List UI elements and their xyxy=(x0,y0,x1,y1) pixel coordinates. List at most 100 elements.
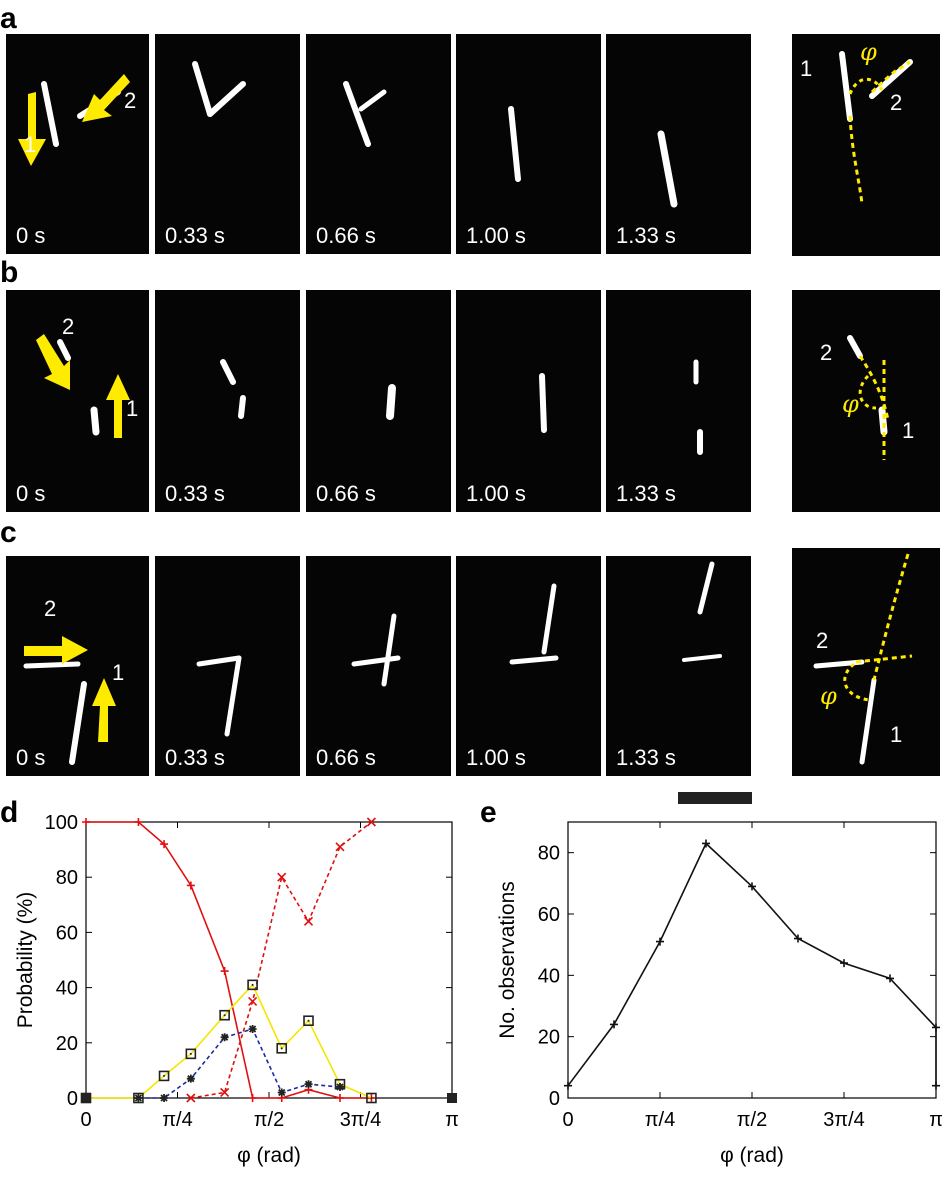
frame-c-0: 2 1 0 s xyxy=(6,556,149,776)
label-2: 2 xyxy=(62,314,75,339)
y-tick-label: 0 xyxy=(67,1088,78,1110)
data-point xyxy=(702,839,710,848)
frame-a-3: 1.00 s xyxy=(456,34,601,254)
plot-frame xyxy=(85,821,453,1099)
frame-c-2: 0.66 s xyxy=(306,556,451,776)
data-point xyxy=(304,1080,313,1089)
data-point xyxy=(82,818,90,826)
x-tick-label: π xyxy=(929,1109,943,1131)
filament-image xyxy=(682,561,722,662)
label-1: 1 xyxy=(126,396,139,421)
frame-b-summary: 2 φ 1 xyxy=(792,290,940,512)
frame-b-1: 0.33 s xyxy=(155,290,300,512)
panel-letter-b: b xyxy=(0,256,19,289)
data-point xyxy=(932,1081,940,1090)
filament-image xyxy=(220,359,246,419)
filament-image xyxy=(23,636,116,765)
data-point xyxy=(220,967,229,976)
filament-image xyxy=(386,384,396,420)
data-point xyxy=(248,1025,257,1033)
data-point-center xyxy=(223,1014,226,1017)
data-point xyxy=(564,1081,572,1090)
filament-image xyxy=(539,373,547,433)
data-point xyxy=(185,1048,197,1060)
filament-image xyxy=(351,613,401,687)
time-label: 0 s xyxy=(16,481,46,506)
series-line xyxy=(86,821,372,1099)
y-tick-label: 80 xyxy=(56,867,78,889)
y-tick-label: 0 xyxy=(549,1088,560,1110)
time-label: 0 s xyxy=(16,745,46,770)
y-tick-label: 40 xyxy=(56,978,78,1000)
frame-b-4: 1.33 s xyxy=(606,290,751,512)
data-point xyxy=(335,1082,344,1091)
label-2: 2 xyxy=(890,90,903,115)
data-point xyxy=(158,1070,170,1082)
filament-image xyxy=(196,655,242,737)
y-tick-label: 60 xyxy=(538,904,560,926)
label-2: 2 xyxy=(44,596,57,621)
data-point-center xyxy=(307,1019,310,1022)
time-label: 0.66 s xyxy=(316,745,376,770)
x-axis-label: φ (rad) xyxy=(720,1144,784,1167)
y-tick-label: 20 xyxy=(56,1033,78,1055)
arrow-1-icon xyxy=(18,92,46,166)
data-point-center xyxy=(163,1074,166,1077)
label-2: 2 xyxy=(124,88,137,113)
data-point xyxy=(335,842,345,852)
filament-image xyxy=(509,583,559,665)
x-tick-label: 3π/4 xyxy=(340,1109,382,1131)
probability-chart: 0 20 40 60 80 100 0 π/4 π/2 3π/4 π φ (rad) Probabili… xyxy=(14,812,459,1167)
series-line xyxy=(567,842,937,1087)
label-1: 1 xyxy=(112,660,125,685)
y-axis-label: No. observations xyxy=(496,881,519,1039)
data-point-center xyxy=(251,983,254,986)
label-2: 2 xyxy=(820,340,833,365)
data-point xyxy=(932,1023,940,1032)
arrow-2-icon xyxy=(24,636,88,664)
filament-image xyxy=(813,553,913,765)
data-point xyxy=(186,881,195,890)
panel-letter-a: a xyxy=(0,2,17,35)
data-point xyxy=(277,1088,286,1097)
data-point xyxy=(248,996,258,1006)
filament-image xyxy=(36,334,130,438)
label-2: 2 xyxy=(816,628,829,653)
data-point xyxy=(276,1043,288,1054)
time-label: 0 s xyxy=(16,223,46,248)
data-point xyxy=(366,817,376,827)
frame-a-1: 0.33 s xyxy=(155,34,300,254)
filament-image xyxy=(847,335,890,460)
arrow-2-icon xyxy=(82,74,130,122)
series-line xyxy=(190,821,372,1099)
data-point xyxy=(248,1094,257,1102)
time-label: 0.66 s xyxy=(316,223,376,248)
frame-c-summary: 2 φ 1 xyxy=(792,548,940,776)
y-tick-label: 80 xyxy=(538,843,560,865)
x-tick-label: π xyxy=(445,1109,459,1131)
frame-c-3: 1.00 s xyxy=(456,556,601,776)
data-point xyxy=(160,840,169,849)
frame-a-0: 1 2 0 s xyxy=(6,34,149,254)
filament-image xyxy=(343,81,387,147)
data-point xyxy=(160,1094,169,1102)
data-point xyxy=(840,959,848,968)
y-tick-label: 100 xyxy=(45,812,78,834)
frame-b-2: 0.66 s xyxy=(306,290,451,512)
label-1: 1 xyxy=(24,132,37,157)
data-point-center xyxy=(370,1097,373,1099)
time-label: 0.66 s xyxy=(316,481,376,506)
label-1: 1 xyxy=(890,722,903,747)
x-tick-label: 3π/4 xyxy=(823,1109,865,1131)
x-tick-label: π/4 xyxy=(162,1109,192,1131)
time-label: 1.33 s xyxy=(616,481,676,506)
data-point xyxy=(186,1074,195,1083)
label-1: 1 xyxy=(902,418,915,443)
x-axis-label: φ (rad) xyxy=(237,1144,301,1167)
plot-frame xyxy=(567,821,937,1099)
data-point xyxy=(366,1092,377,1104)
scale-bar xyxy=(678,792,752,804)
x-tick-label: 0 xyxy=(562,1109,573,1131)
filament-image xyxy=(657,130,678,208)
data-point xyxy=(186,1093,196,1103)
